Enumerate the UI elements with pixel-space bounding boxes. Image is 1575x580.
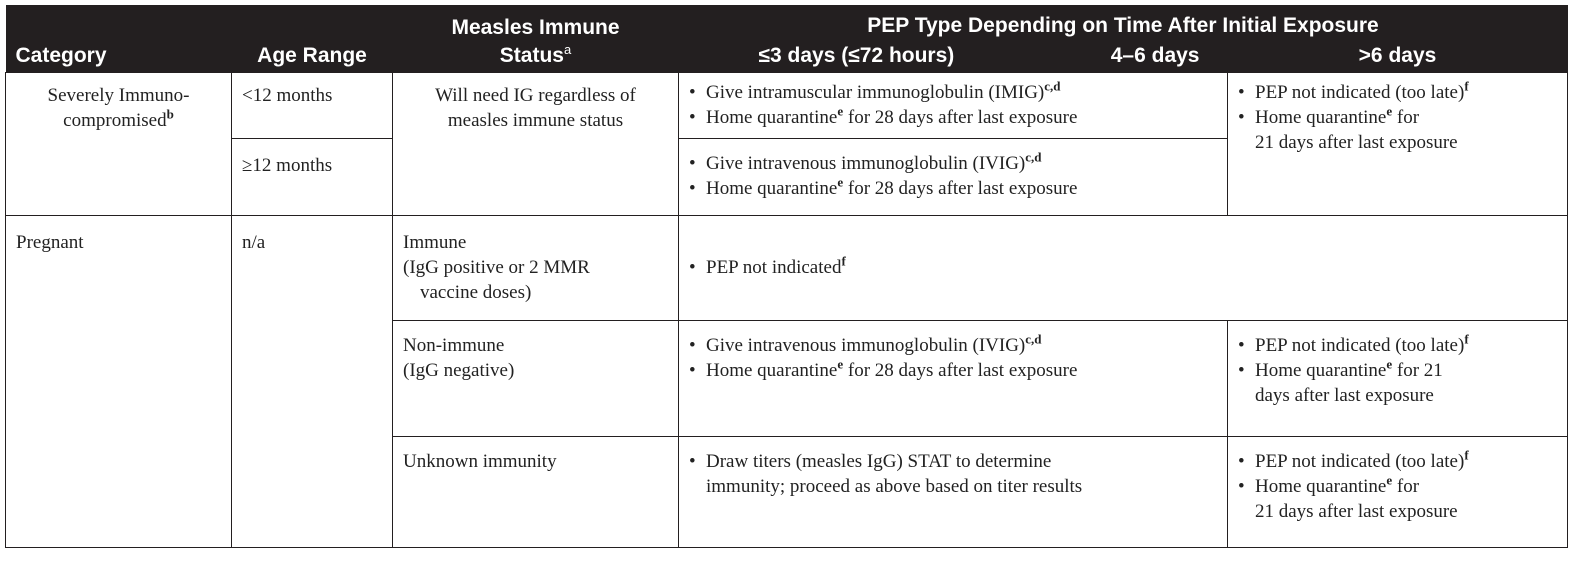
bullet-icon: • bbox=[689, 177, 696, 199]
list-item: • Home quarantinee for bbox=[1238, 472, 1420, 497]
bullet-icon: • bbox=[689, 450, 696, 472]
bullet-icon: • bbox=[689, 257, 696, 278]
list-item: • Home quarantinee for 28 days after last… bbox=[689, 103, 1078, 128]
cell-status-nonimmune: Non-immune (IgG negative) bbox=[392, 319, 679, 437]
bullet-icon: • bbox=[689, 106, 696, 128]
status-immuno-line1: Will need IG regardless of bbox=[435, 84, 636, 106]
cell-immune-pep: • PEP not indicatedf bbox=[678, 214, 1568, 321]
header-category: Category bbox=[15, 43, 107, 67]
cell-status-immune: Immune (IgG positive or 2 MMR vaccine do… bbox=[392, 214, 679, 321]
bullet-icon: • bbox=[689, 359, 696, 381]
cell-nonimmune-gt6: • PEP not indicated (too late)f • Home qua… bbox=[1227, 319, 1568, 437]
list-item: • Home quarantinee for bbox=[1238, 103, 1420, 128]
bullet-icon: • bbox=[689, 152, 696, 174]
header-col-gt6: >6 days bbox=[1358, 43, 1437, 67]
cell-category-immuno: Severely Immuno- compromisedb bbox=[5, 71, 232, 216]
list-item: • Draw titers (measles IgG) STAT to deter… bbox=[689, 450, 1052, 472]
bullet-icon: • bbox=[1238, 81, 1245, 103]
list-item: • Home quarantinee for 28 days after last… bbox=[689, 356, 1078, 381]
list-item: • PEP not indicated (too late)f bbox=[1238, 331, 1469, 356]
cell-lt12-pep: • Give intramuscular immunoglobulin (IMIG… bbox=[678, 71, 1228, 139]
list-item: • Home quarantinee for 28 days after last… bbox=[689, 174, 1078, 199]
category-pregnant: Pregnant bbox=[16, 231, 84, 253]
header-immune-status-line1: Measles Immune bbox=[451, 16, 620, 39]
list-item: • PEP not indicated (too late)f bbox=[1238, 78, 1469, 103]
category-immuno-sup: b bbox=[166, 106, 174, 122]
cell-unknown-gt6: • PEP not indicated (too late)f • Home qua… bbox=[1227, 435, 1568, 548]
status-immuno-line2: measles immune status bbox=[447, 109, 624, 131]
table-row: Non-immune (IgG negative) • Give intraven… bbox=[6, 319, 1568, 437]
list-item: • PEP not indicatedf bbox=[689, 253, 846, 278]
bullet-icon: • bbox=[1238, 334, 1245, 356]
age-pregnant: n/a bbox=[242, 231, 266, 253]
bullet-icon: • bbox=[1238, 106, 1245, 128]
header-immune-status-line2: Status bbox=[499, 43, 564, 67]
header-age-range: Age Range bbox=[257, 43, 367, 67]
cell-status-immuno: Will need IG regardless of measles immun… bbox=[392, 71, 679, 216]
cell-nonimmune-pep: • Give intravenous immunoglobulin (IVIG)c… bbox=[678, 319, 1228, 437]
age-lt12: <12 months bbox=[242, 84, 333, 106]
header-pep-group: PEP Type Depending on Time After Initial… bbox=[867, 14, 1379, 37]
header-col-4-6: 4–6 days bbox=[1110, 43, 1200, 67]
bullet-icon: • bbox=[1238, 359, 1245, 381]
list-item: • Home quarantinee for 21 bbox=[1238, 356, 1443, 381]
header-immune-status-sup: a bbox=[563, 41, 572, 57]
cell-category-pregnant: Pregnant bbox=[5, 214, 232, 548]
cell-immuno-gt6: • PEP not indicated (too late)f • Home qua… bbox=[1227, 71, 1568, 216]
list-item: • PEP not indicated (too late)f bbox=[1238, 447, 1469, 472]
table-row: Severely Immuno- compromisedb <12 months… bbox=[5, 71, 1568, 216]
cell-status-unknown: Unknown immunity bbox=[392, 435, 679, 548]
list-item: • Give intravenous immunoglobulin (IVIG)c… bbox=[689, 149, 1042, 174]
category-immuno-line1: Severely Immuno- bbox=[47, 84, 190, 106]
list-item: • Give intramuscular immunoglobulin (IMIG… bbox=[689, 78, 1061, 103]
table-row: Pregnant n/a Immune (IgG positive or 2 M… bbox=[5, 214, 1568, 548]
cell-age-ge12: ≥12 months bbox=[231, 137, 393, 216]
cell-unknown-pep: • Draw titers (measles IgG) STAT to deter… bbox=[678, 435, 1228, 548]
age-ge12: ≥12 months bbox=[242, 154, 333, 176]
cell-age-pregnant: n/a bbox=[231, 214, 393, 548]
bullet-icon: • bbox=[1238, 475, 1245, 497]
measles-pep-table: Measles Immune PEP Type Depending on Tim… bbox=[5, 5, 1568, 548]
header-col-le3: ≤3 days (≤72 hours) bbox=[758, 43, 955, 67]
list-item: • Give intravenous immunoglobulin (IVIG)c… bbox=[689, 331, 1042, 356]
bullet-icon: • bbox=[1238, 450, 1245, 472]
cell-age-lt12: <12 months bbox=[231, 71, 393, 139]
cell-ge12-pep: • Give intravenous immunoglobulin (IVIG)c… bbox=[678, 137, 1228, 216]
header-row-bottom: Category Age Range Statusa ≤3 days (≤72 … bbox=[5, 40, 1568, 72]
bullet-icon: • bbox=[689, 334, 696, 356]
category-immuno-line2: compromised bbox=[63, 109, 167, 131]
table-row: Unknown immunity • Draw titers (measles I… bbox=[6, 435, 1568, 548]
table-row: ≥12 months • Give intravenous immunoglobu… bbox=[6, 137, 1568, 216]
bullet-icon: • bbox=[689, 81, 696, 103]
header-row-top: Measles Immune PEP Type Depending on Tim… bbox=[5, 5, 1568, 40]
